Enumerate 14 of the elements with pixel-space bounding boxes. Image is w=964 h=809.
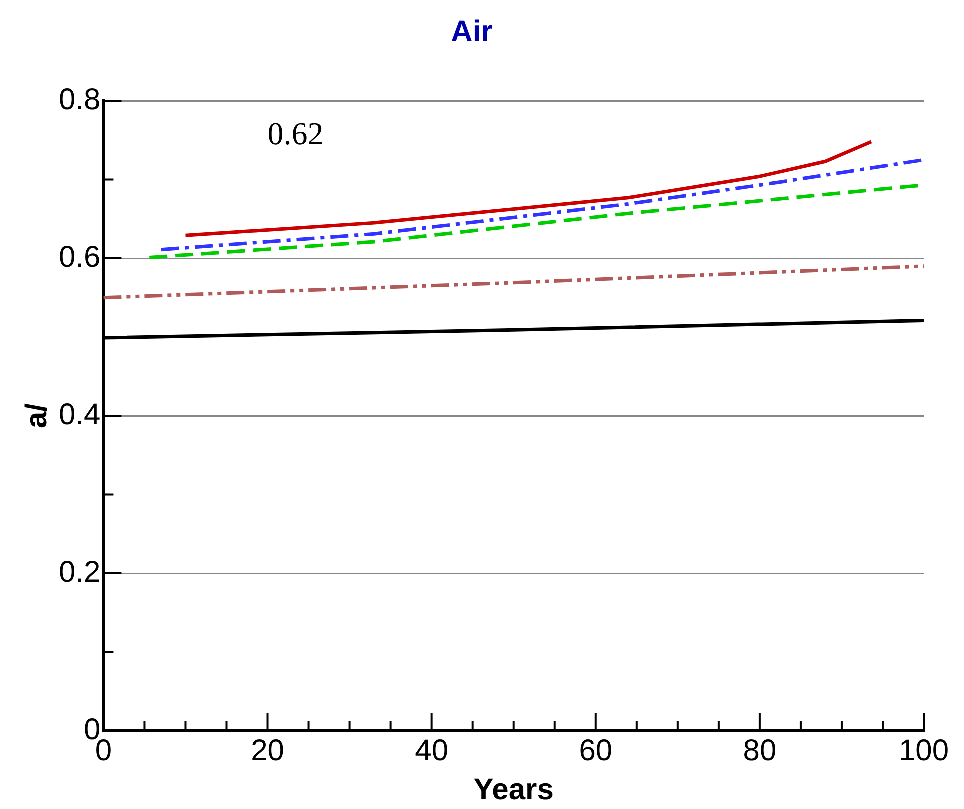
x-tick-label: 40 bbox=[415, 734, 449, 768]
y-tick-label: 0.4 bbox=[58, 398, 101, 432]
line-series bbox=[159, 158, 924, 252]
y-tick-label: 0.6 bbox=[58, 240, 101, 274]
chart-title: Air bbox=[451, 15, 494, 48]
x-tick-label: 60 bbox=[579, 734, 613, 768]
y-tick-label: 0.2 bbox=[58, 556, 101, 589]
x-tick-label: 20 bbox=[251, 734, 284, 768]
annotation: 0.62 bbox=[268, 115, 324, 152]
x-axis-title: Years bbox=[474, 773, 554, 806]
x-tick-label: 80 bbox=[743, 734, 777, 768]
x-tick-label: 100 bbox=[898, 734, 950, 768]
y-tick-label: 0.8 bbox=[58, 83, 101, 116]
y-axis-title: a/ bbox=[20, 402, 54, 429]
